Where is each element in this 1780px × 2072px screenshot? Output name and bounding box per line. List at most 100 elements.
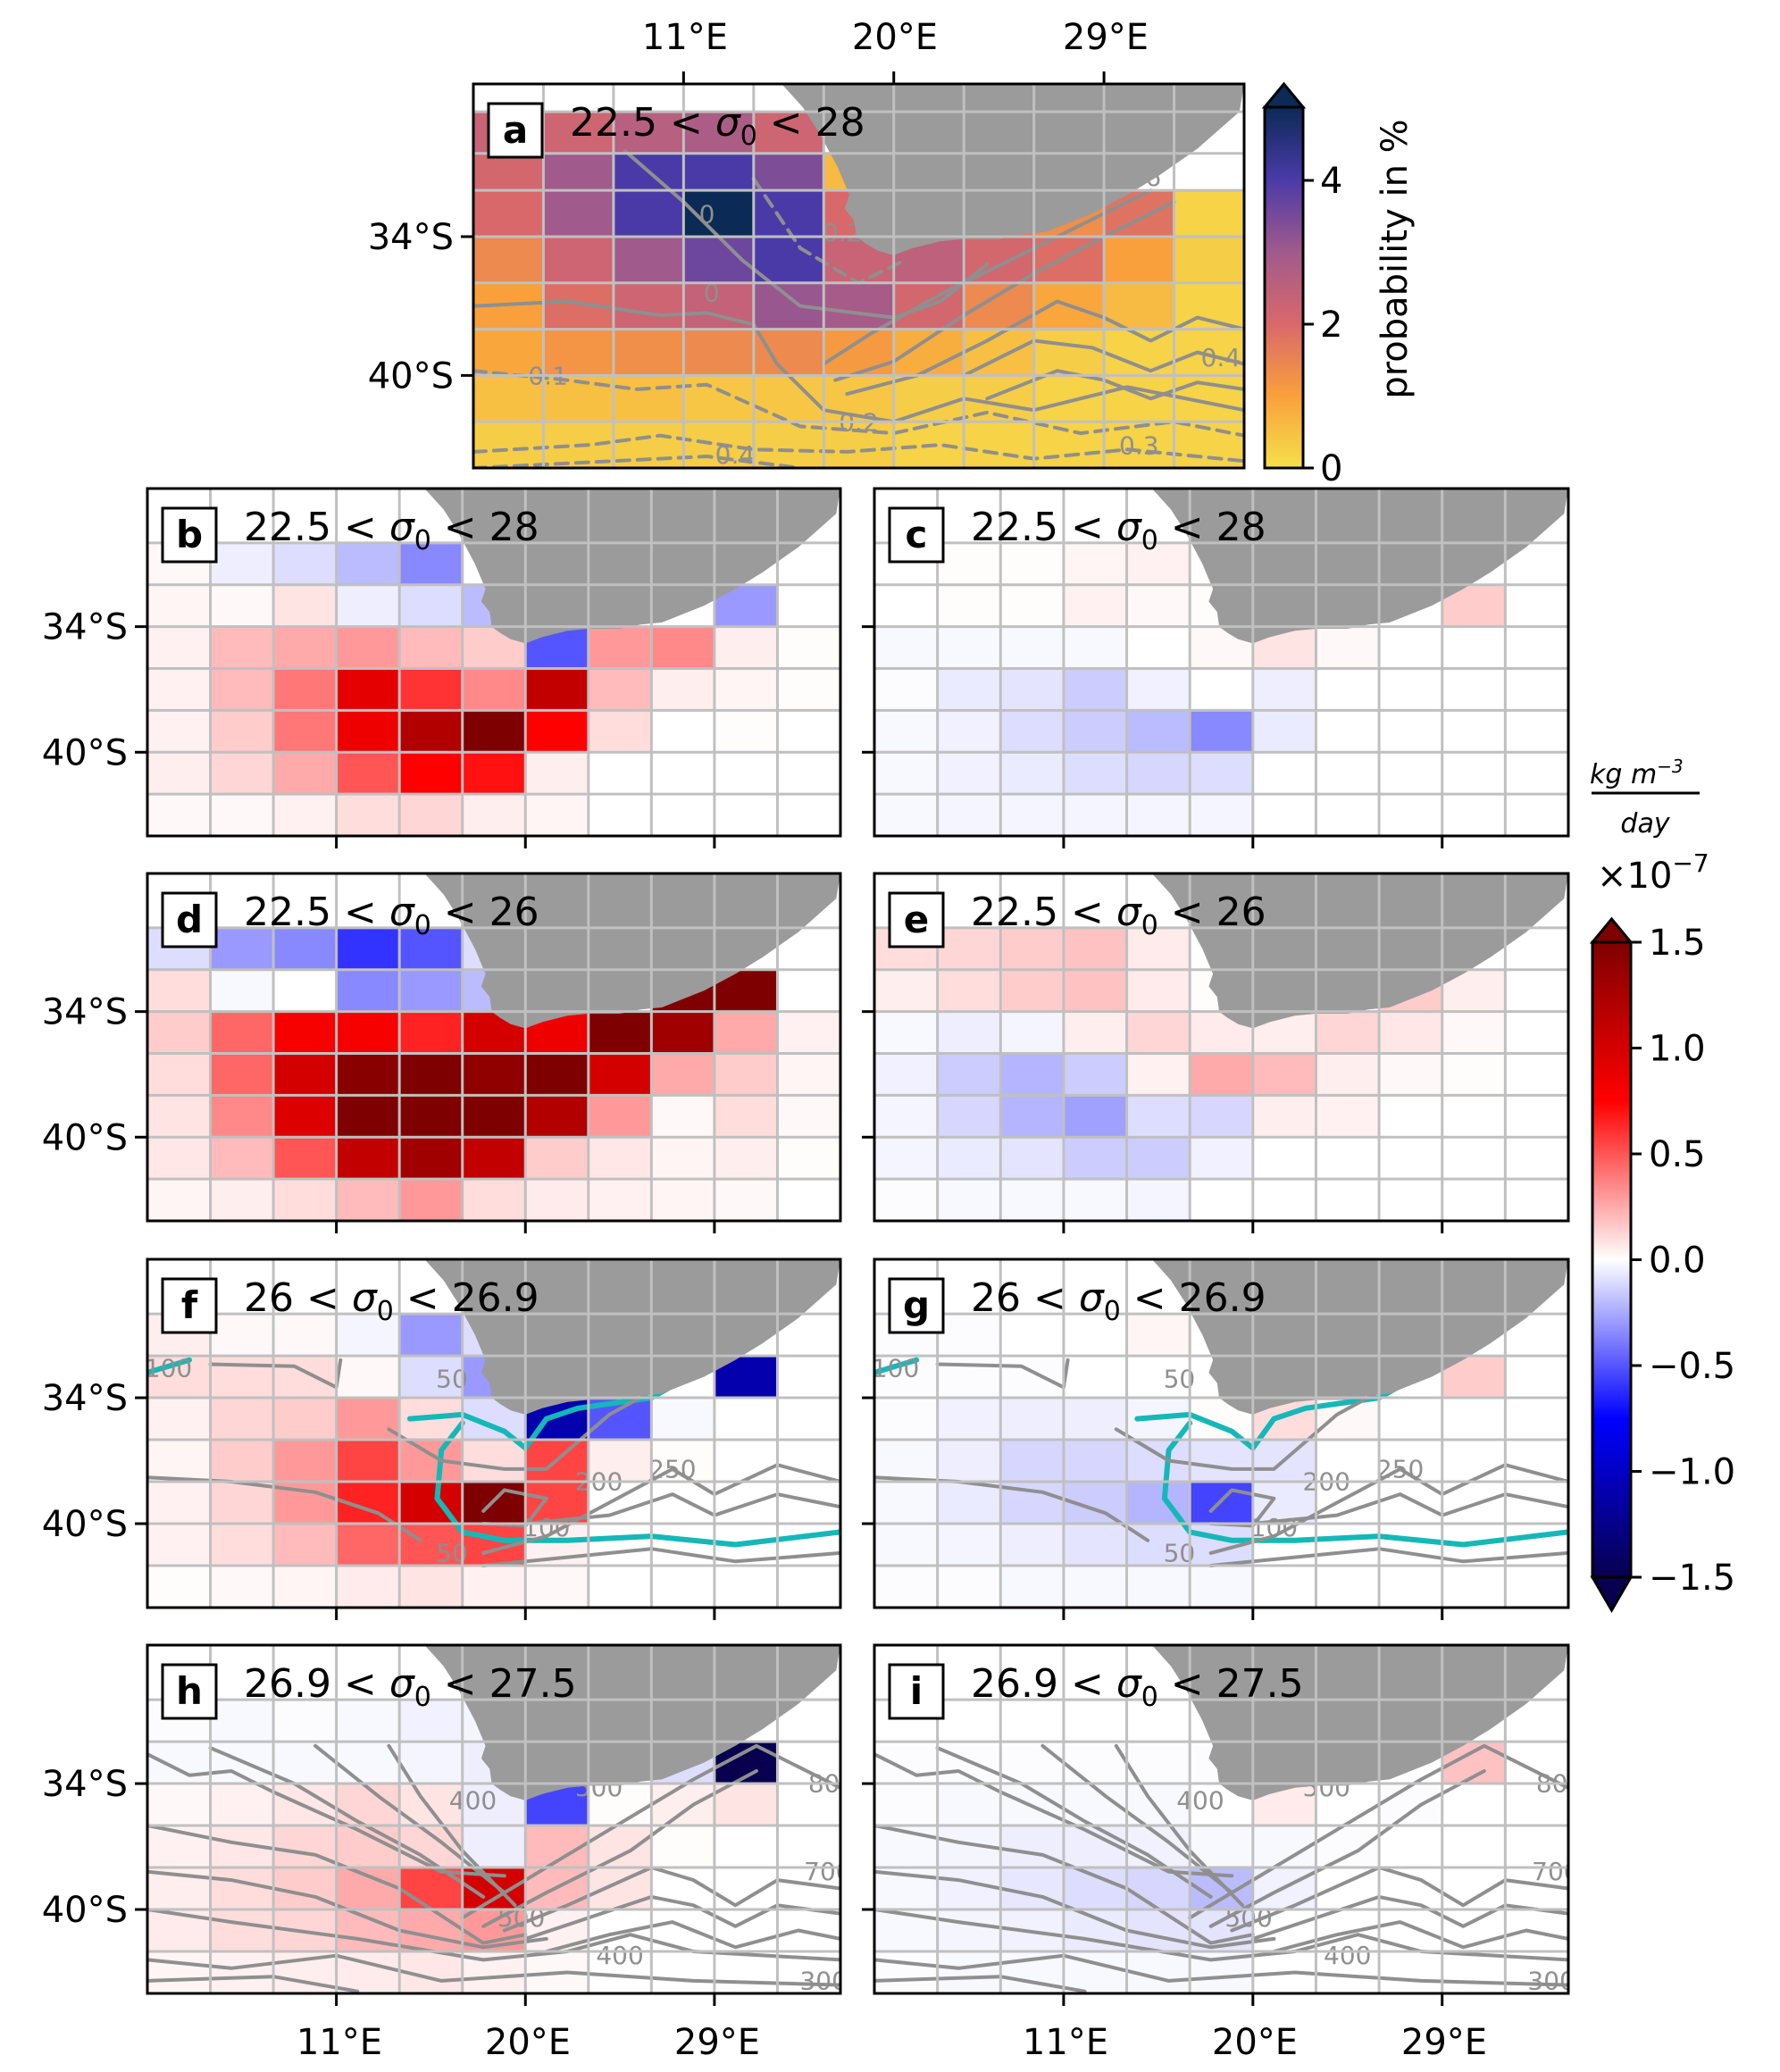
heatmap-cell <box>613 329 684 376</box>
heatmap-cell <box>462 752 526 795</box>
heatmap-cell <box>147 1011 211 1054</box>
panel-title: 22.5 < σ0 < 26 <box>244 890 539 941</box>
heatmap-cell <box>1063 1700 1127 1742</box>
heatmap-cell <box>1000 1053 1064 1096</box>
contour-line <box>544 1920 840 1953</box>
heatmap-cell <box>588 1440 652 1483</box>
panel-title: 26 < σ0 < 26.9 <box>971 1275 1266 1327</box>
heatmap-cell <box>1190 752 1253 795</box>
heatmap-cell <box>210 710 274 753</box>
contour-label: 0.4 <box>715 440 756 470</box>
heatmap-cell <box>1000 794 1064 836</box>
heatmap-cell <box>1442 1440 1506 1483</box>
prob-tick-label-2: 2 <box>1320 305 1342 346</box>
heatmap-cell <box>399 1137 463 1180</box>
heatmap-cell <box>777 1566 840 1608</box>
panel-letter: c <box>906 513 928 556</box>
heatmap-cell <box>147 794 211 836</box>
heatmap-cell <box>777 1137 840 1180</box>
flux-tick-label: 0.5 <box>1649 1134 1706 1175</box>
heatmap-cell <box>714 1011 778 1054</box>
heatmap-cell <box>651 1524 715 1567</box>
heatmap-cell <box>1505 584 1568 627</box>
heatmap-cell <box>399 1700 463 1742</box>
heatmap-cell <box>525 1137 589 1180</box>
heatmap-cell <box>651 1053 715 1096</box>
heatmap-cell <box>777 1179 840 1221</box>
heatmap-cell <box>874 1784 938 1826</box>
heatmap-cell <box>399 668 463 711</box>
heatmap-cell <box>937 1440 1001 1483</box>
heatmap-cell <box>210 668 274 711</box>
heatmap-cell <box>1379 1784 1442 1826</box>
heatmap-cell <box>1505 1179 1568 1221</box>
land-mask <box>1151 1645 1568 1800</box>
heatmap-cell <box>937 1137 1001 1180</box>
heatmap-cell <box>525 752 589 795</box>
heatmap-cell <box>1000 668 1064 711</box>
heatmap-cell <box>937 1700 1001 1742</box>
heatmap-cell <box>273 668 337 711</box>
heatmap-cell <box>714 1095 778 1138</box>
heatmap-cell <box>1379 1179 1442 1221</box>
heatmap-cell <box>1063 584 1127 627</box>
heatmap-cell <box>399 1011 463 1054</box>
heatmap-cell <box>336 1011 400 1054</box>
heatmap-cell <box>273 1053 337 1096</box>
heatmap-cell <box>588 668 652 711</box>
heatmap-cell <box>1316 1179 1380 1221</box>
flux-multiplier: ×10−7 <box>1597 848 1709 897</box>
heatmap-cell <box>937 1867 1001 1910</box>
heatmap-cell <box>588 1784 652 1826</box>
heatmap-cell <box>874 794 938 836</box>
heatmap-cell <box>1126 1524 1191 1567</box>
contour-label: 400 <box>1324 1941 1371 1970</box>
heatmap-cell <box>273 626 337 669</box>
heatmap-cell <box>1505 794 1568 836</box>
contour-label: 400 <box>449 1785 497 1815</box>
heatmap-cell <box>273 542 337 585</box>
heatmap-cell <box>147 668 211 711</box>
heatmap-cell <box>1316 668 1380 711</box>
contour-label: 500 <box>497 1903 545 1933</box>
heatmap-cell <box>1505 1524 1568 1567</box>
heatmap-cell <box>147 1566 211 1608</box>
heatmap-cell <box>336 710 400 753</box>
y-tick-label: 34°S <box>42 607 128 648</box>
flux-tick-label: 0.0 <box>1649 1241 1706 1282</box>
heatmap-cell <box>336 1398 400 1441</box>
heatmap-cell <box>336 1179 400 1221</box>
heatmap-cell <box>874 1179 938 1221</box>
heatmap-cell <box>937 1053 1001 1096</box>
heatmap-cell <box>336 1137 400 1180</box>
heatmap-cell <box>964 422 1034 468</box>
heatmap-cell <box>1379 1951 1442 1993</box>
heatmap-cell <box>147 1951 211 1993</box>
heatmap-cell <box>210 1440 274 1483</box>
heatmap-cell <box>336 1566 400 1608</box>
heatmap-cell <box>1063 794 1127 836</box>
heatmap-cell <box>210 1784 274 1826</box>
heatmap-cell <box>1442 1179 1506 1221</box>
panel-letter-box <box>888 1663 945 1720</box>
heatmap-cell <box>1104 236 1174 283</box>
heatmap-cell <box>588 1524 652 1567</box>
heatmap-cell <box>588 1179 652 1221</box>
heatmap-cell <box>1000 1742 1064 1784</box>
contour-line <box>147 1824 528 1945</box>
x-tick-label-20E-top: 20°E <box>852 17 938 58</box>
heatmap-cell <box>473 190 544 237</box>
heatmap-cell <box>210 1700 274 1742</box>
heatmap-cell <box>147 1095 211 1138</box>
heatmap-cell <box>210 1566 274 1608</box>
flux-colorbar-bar <box>1591 940 1633 1579</box>
heatmap-cell <box>714 626 778 669</box>
contour-line <box>751 177 907 285</box>
heatmap-cell <box>273 1095 337 1138</box>
heatmap-cell <box>399 1179 463 1221</box>
flux-unit-numerator: kg m−3 <box>1590 756 1684 790</box>
heatmap-cell <box>1063 1179 1127 1221</box>
heatmap-cell <box>893 375 965 422</box>
heatmap-cell <box>1316 1524 1380 1567</box>
heatmap-cell <box>714 1951 778 1993</box>
